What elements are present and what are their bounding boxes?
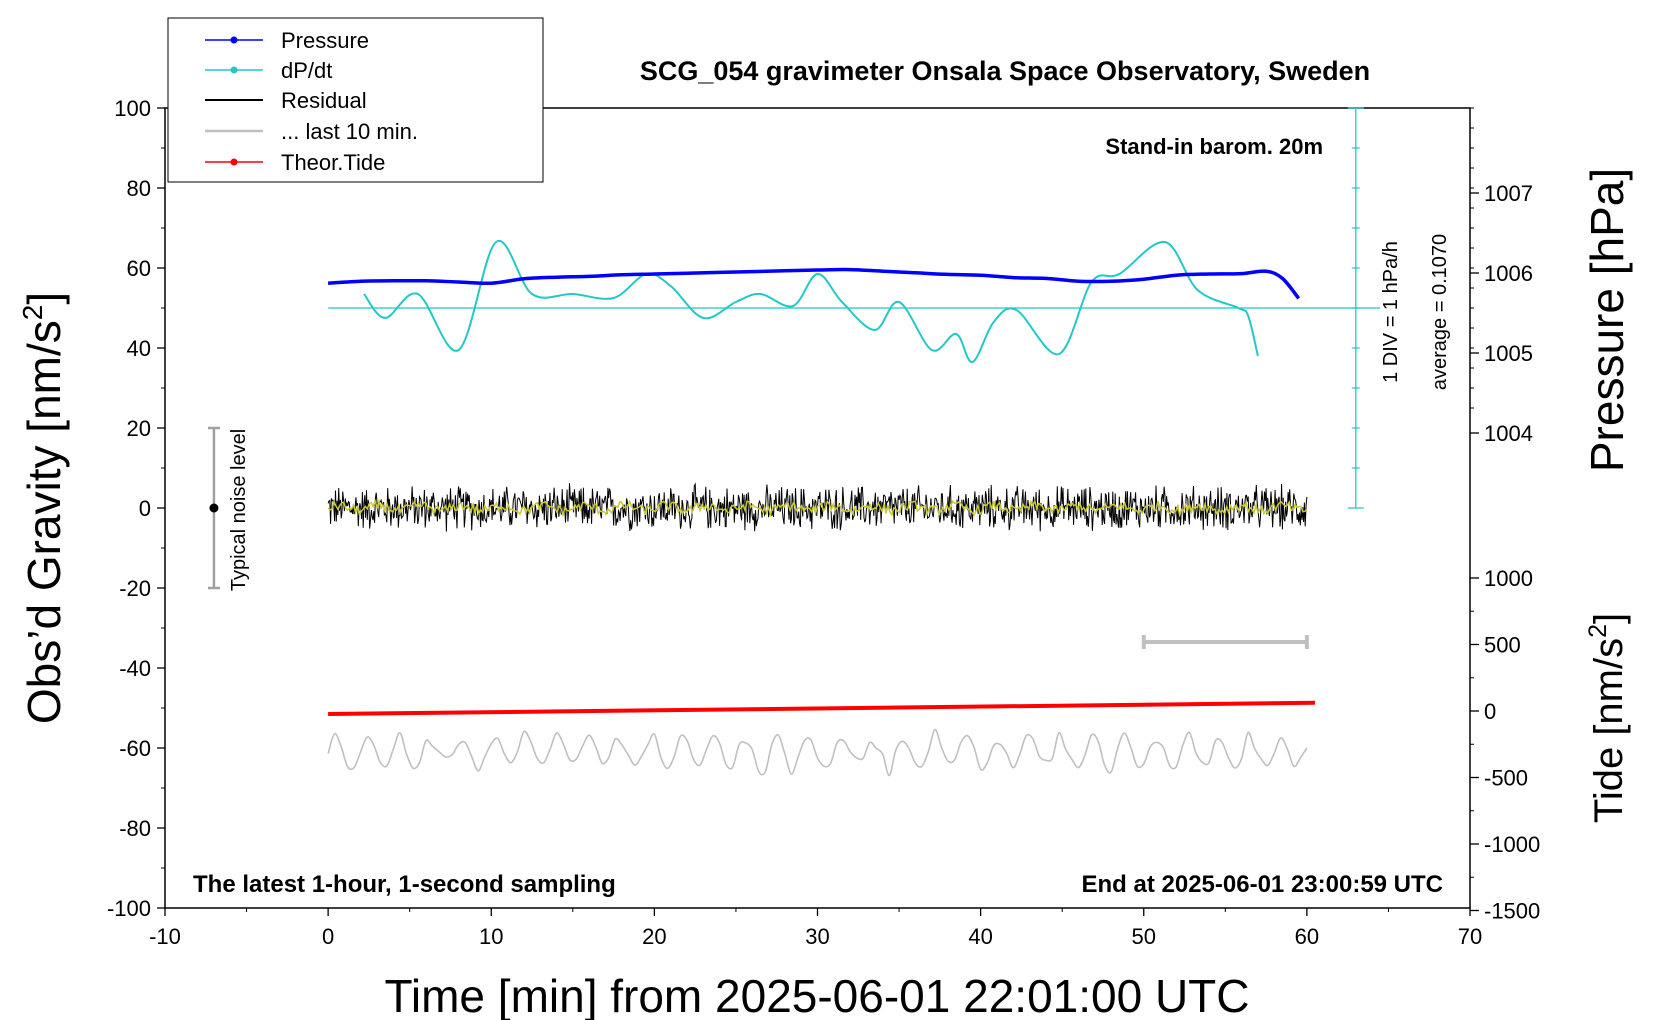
- pressure-axis-label: Pressure [hPa]: [1581, 168, 1633, 472]
- y-tick-label: -20: [119, 576, 151, 601]
- sampling-note: The latest 1-hour, 1-second sampling: [193, 871, 616, 898]
- legend-label-last10: ... last 10 min.: [281, 119, 418, 144]
- legend-marker-dpdt: [230, 66, 238, 74]
- x-tick-label: 70: [1458, 924, 1482, 949]
- y-tick-label: 40: [127, 336, 151, 361]
- legend-marker-tide: [230, 158, 238, 166]
- barometer-note: Stand-in barom. 20m: [1105, 134, 1323, 159]
- y-tick-label: -100: [107, 896, 151, 921]
- pressure-tick-label: 1006: [1484, 261, 1533, 286]
- legend-marker-pressure: [230, 36, 238, 44]
- tide-tick-label: -1000: [1484, 832, 1540, 857]
- tide-tick-label: -500: [1484, 766, 1528, 791]
- x-axis-label: Time [min] from 2025-06-01 22:01:00 UTC: [385, 970, 1250, 1020]
- legend-label-pressure: Pressure: [281, 28, 369, 53]
- y-ticks: -100 -80 -60 -40 -20 0 20 40 60 80 100: [107, 96, 165, 921]
- tide-axis-label: Tide [nm/s2]: [1584, 613, 1631, 823]
- pressure-tick-label: 1005: [1484, 341, 1533, 366]
- x-tick-label: 10: [479, 924, 503, 949]
- series-line-dpdt: [363, 239, 1259, 363]
- y-tick-label: 80: [127, 176, 151, 201]
- series-line-residual-smoothed: [327, 498, 1308, 518]
- series-layer: [207, 107, 1381, 777]
- x-tick-label: 50: [1132, 924, 1156, 949]
- y-tick-label: 20: [127, 416, 151, 441]
- x-ticks: -10 0 10 20 30 40 50 60 70: [149, 908, 1482, 949]
- x-tick-label: 60: [1295, 924, 1319, 949]
- legend-label-residual: Residual: [281, 88, 367, 113]
- y-tick-label: 0: [139, 496, 151, 521]
- series-line-tide: [328, 700, 1316, 716]
- y-axis-label: Obs’d Gravity [nm/s2]: [17, 292, 70, 724]
- tide-tick-label: -1500: [1484, 899, 1540, 924]
- chart-title: SCG_054 gravimeter Onsala Space Observat…: [640, 56, 1370, 86]
- pressure-tick-label: 1007: [1484, 181, 1533, 206]
- end-time-note: End at 2025-06-01 23:00:59 UTC: [1082, 871, 1444, 898]
- legend-label-dpdt: dP/dt: [281, 58, 332, 83]
- y-tick-label: -60: [119, 736, 151, 761]
- y-tick-label: 60: [127, 256, 151, 281]
- y-tick-label: -40: [119, 656, 151, 681]
- x-tick-label: 20: [642, 924, 666, 949]
- tide-ticks: -1500 -1000 -500 0 500 1000: [1470, 566, 1540, 924]
- pressure-ticks: 1004 1005 1006 1007: [1470, 107, 1533, 446]
- series-line-last10: [327, 728, 1308, 777]
- x-tick-label: -10: [149, 924, 181, 949]
- x-tick-label: 0: [322, 924, 334, 949]
- y-tick-label: 100: [114, 96, 151, 121]
- tide-tick-label: 1000: [1484, 566, 1533, 591]
- noise-level-note: Typical noise level: [228, 429, 250, 591]
- y-tick-label: -80: [119, 816, 151, 841]
- div-scale-note: 1 DIV = 1 hPa/h: [1380, 241, 1402, 383]
- pressure-tick-label: 1004: [1484, 421, 1533, 446]
- tide-tick-label: 500: [1484, 633, 1521, 658]
- average-note: average = 0.1070: [1429, 234, 1451, 390]
- legend: Pressure dP/dt Residual ... last 10 min.…: [167, 17, 544, 183]
- series-line-pressure: [328, 267, 1301, 300]
- noise-bar-center: [209, 503, 219, 513]
- x-tick-label: 30: [805, 924, 829, 949]
- legend-label-tide: Theor.Tide: [281, 150, 385, 175]
- x-tick-label: 40: [968, 924, 992, 949]
- tide-tick-label: 0: [1484, 699, 1496, 724]
